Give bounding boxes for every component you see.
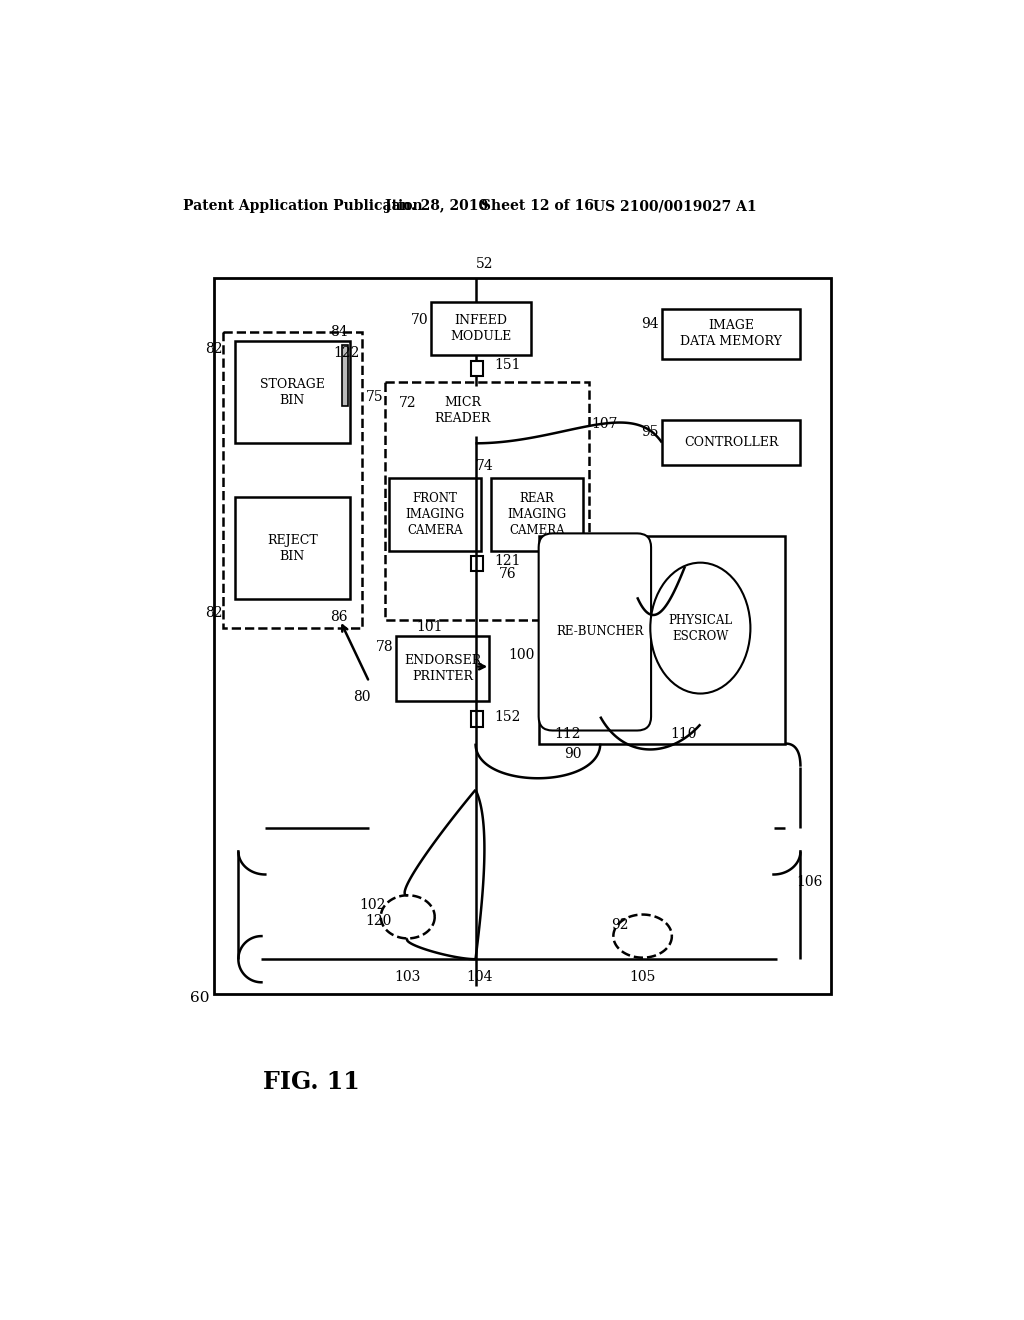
Bar (539, 536, 785, 743)
Bar (342, 345, 348, 407)
Text: ENDORSER
PRINTER: ENDORSER PRINTER (403, 653, 481, 682)
Text: IMAGE
DATA MEMORY: IMAGE DATA MEMORY (680, 319, 782, 348)
Text: 120: 120 (366, 913, 392, 928)
Text: 90: 90 (564, 747, 582, 760)
Text: 151: 151 (495, 358, 521, 372)
Text: INFEED
MODULE: INFEED MODULE (451, 314, 512, 343)
Text: FRONT
IMAGING
CAMERA: FRONT IMAGING CAMERA (406, 492, 464, 537)
Text: 101: 101 (416, 619, 442, 634)
Bar (419, 385, 506, 436)
Text: 100: 100 (509, 648, 535, 663)
Text: 80: 80 (353, 690, 371, 705)
Bar (490, 478, 584, 552)
Text: 95: 95 (642, 425, 659, 438)
Bar (662, 309, 801, 359)
FancyBboxPatch shape (539, 533, 651, 730)
Bar (388, 478, 481, 552)
Text: REAR
IMAGING
CAMERA: REAR IMAGING CAMERA (508, 492, 566, 537)
Bar (234, 498, 350, 599)
Bar (223, 331, 361, 628)
Text: 122: 122 (333, 346, 359, 360)
Text: 60: 60 (190, 991, 210, 1005)
Bar (431, 302, 531, 355)
Text: 152: 152 (495, 710, 521, 725)
Text: 102: 102 (359, 899, 385, 912)
Text: 105: 105 (630, 970, 655, 983)
Text: 72: 72 (399, 396, 417, 411)
Text: Jan. 28, 2010: Jan. 28, 2010 (385, 199, 487, 213)
Bar (471, 360, 483, 376)
Text: 75: 75 (366, 391, 383, 404)
Text: 52: 52 (476, 257, 494, 271)
Text: 70: 70 (411, 313, 428, 327)
Bar (234, 341, 350, 444)
Text: 92: 92 (610, 917, 629, 932)
Text: CONTROLLER: CONTROLLER (684, 436, 778, 449)
Text: 74: 74 (476, 459, 494, 474)
Text: 106: 106 (797, 875, 823, 890)
Bar (471, 556, 483, 572)
Text: Sheet 12 of 16: Sheet 12 of 16 (481, 199, 594, 213)
Bar (471, 711, 483, 726)
Text: US 2100/0019027 A1: US 2100/0019027 A1 (593, 199, 756, 213)
Text: 94: 94 (641, 317, 659, 331)
Text: 112: 112 (555, 727, 582, 742)
Text: FIG. 11: FIG. 11 (263, 1071, 359, 1094)
Text: 78: 78 (376, 640, 393, 655)
Text: RE-BUNCHER: RE-BUNCHER (557, 626, 644, 639)
Bar (214, 277, 831, 994)
Text: PHYSICAL
ESCROW: PHYSICAL ESCROW (669, 614, 732, 643)
Text: REJECT
BIN: REJECT BIN (267, 533, 317, 562)
Text: 86: 86 (330, 610, 347, 624)
Text: 110: 110 (670, 727, 696, 742)
Text: 103: 103 (394, 970, 421, 983)
Text: MICR
READER: MICR READER (434, 396, 490, 425)
Text: 82: 82 (205, 342, 222, 356)
Text: STORAGE
BIN: STORAGE BIN (260, 378, 325, 407)
Text: 104: 104 (466, 970, 493, 983)
Text: 121: 121 (495, 554, 521, 568)
Text: 76: 76 (499, 568, 517, 581)
Text: 107: 107 (591, 417, 617, 432)
Bar (385, 381, 589, 620)
Text: 82: 82 (205, 606, 222, 619)
Bar (662, 420, 801, 465)
Bar (396, 636, 488, 701)
Ellipse shape (650, 562, 751, 693)
Text: Patent Application Publication: Patent Application Publication (183, 199, 423, 213)
Text: 84: 84 (330, 325, 347, 339)
